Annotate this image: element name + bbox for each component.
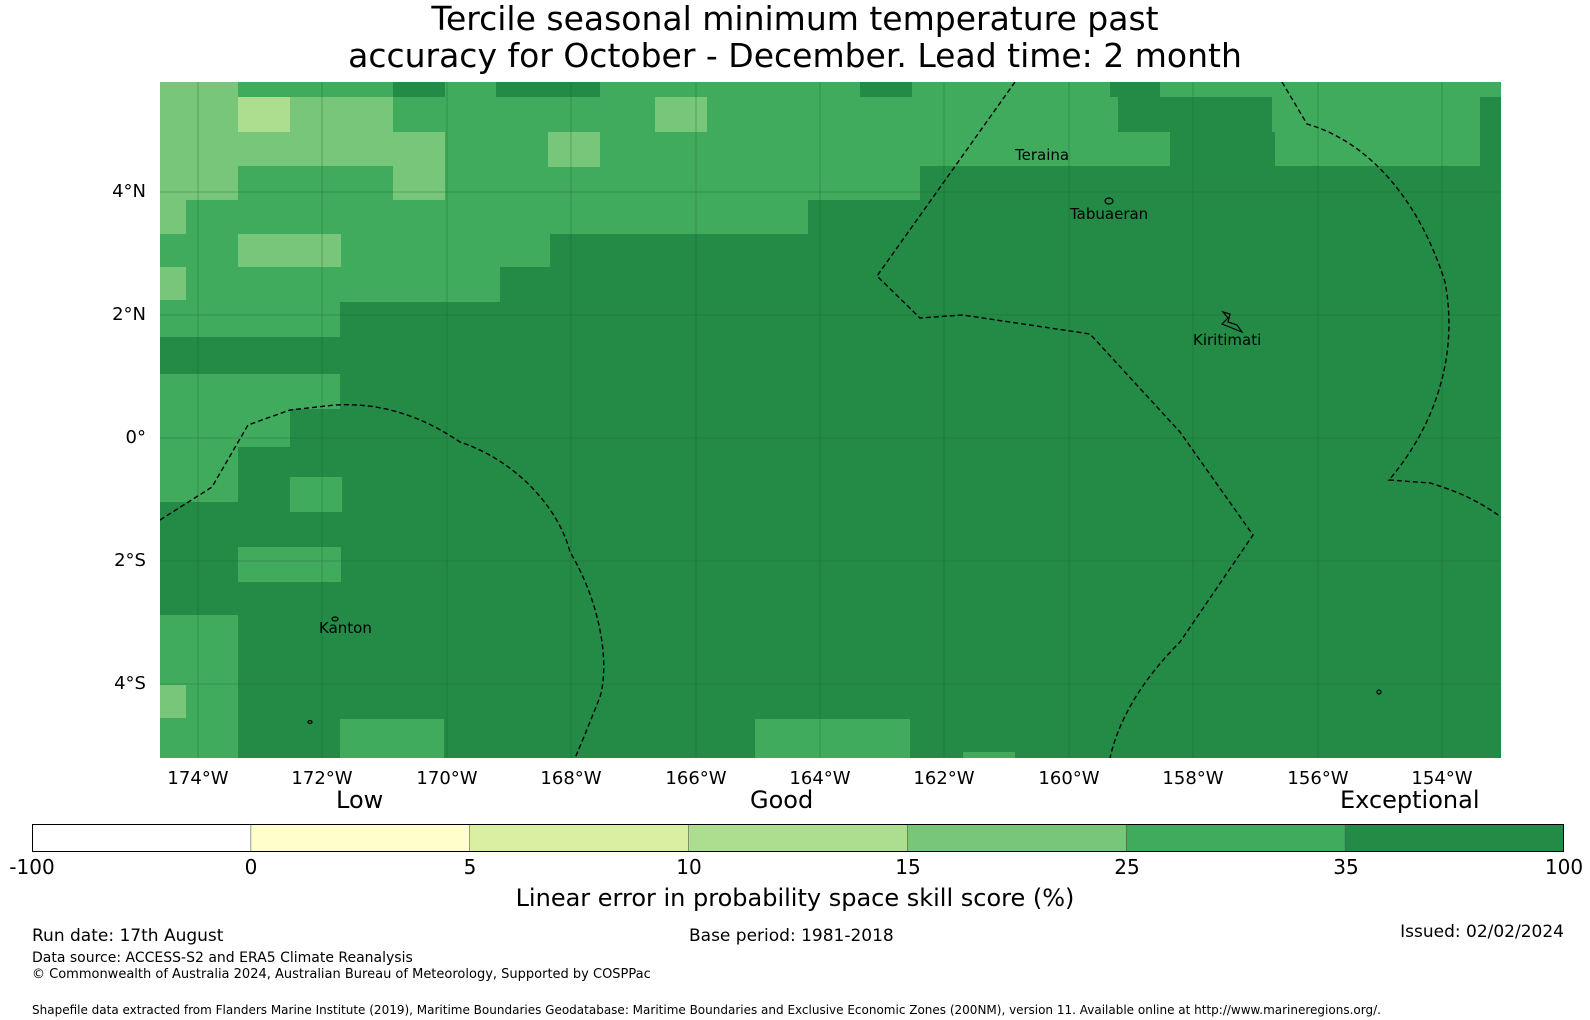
colorbar-tick-100: 100 (1544, 855, 1584, 879)
north-band-region (160, 82, 1501, 337)
patch-6 (963, 752, 1015, 758)
colorbar-segments (32, 824, 1564, 852)
legend-category-low: Low (336, 786, 384, 814)
dark-patch-6 (1220, 97, 1272, 132)
colorbar-tick-0: 0 (244, 855, 258, 879)
light-patch-2 (655, 97, 707, 132)
colorbar-tick-5: 5 (463, 855, 477, 879)
light-patch-5 (160, 685, 186, 718)
patch-1 (290, 477, 342, 512)
colorbar-tick-35: 35 (1333, 855, 1359, 879)
colorbar (32, 824, 1564, 852)
lat-label-0: 0° (125, 427, 146, 448)
tabuaeran-island (1104, 197, 1114, 205)
colorbar-outline (32, 824, 1564, 852)
colorbar-tick-15: 15 (895, 855, 921, 879)
small-island-1 (1376, 689, 1382, 695)
dark-patch-3 (496, 82, 600, 97)
lon-label-158w: 158°W (1162, 768, 1224, 789)
lon-label-166w: 166°W (665, 768, 727, 789)
light-patch-4 (160, 267, 186, 300)
lon-label-162w: 162°W (913, 768, 975, 789)
light-patch-nw (160, 82, 238, 97)
line-islands-eez-boundary-2 (1281, 82, 1501, 518)
kiritimati-island (1220, 310, 1244, 334)
dark-patch-4 (860, 82, 912, 97)
data-source: Data source: ACCESS-S2 and ERA5 Climate … (32, 950, 413, 966)
islands (307, 197, 1382, 725)
colorbar-segment-5 (1125, 824, 1346, 852)
legend-category-good: Good (750, 786, 814, 814)
dark-patch-2 (393, 82, 445, 97)
label-kanton: Kanton (319, 619, 372, 637)
legend-category-exceptional: Exceptional (1340, 786, 1480, 814)
line-islands-eez-boundary-1 (876, 82, 1254, 758)
lon-label-156w: 156°W (1287, 768, 1349, 789)
colorbar-tick-minus100: -100 (9, 855, 55, 879)
label-kiritimati: Kiritimati (1193, 331, 1261, 349)
chart-title-line-2: accuracy for October - December. Lead ti… (348, 36, 1242, 75)
colorbar-segment-1 (250, 824, 471, 852)
eez-boundaries (160, 82, 1501, 758)
lat-label-2n: 2°N (112, 304, 146, 325)
place-labels: Teraina Tabuaeran Kiritimati Kanton (319, 146, 1261, 637)
colorbar-label: Linear error in probability space skill … (515, 884, 1075, 912)
light-patch-1 (548, 132, 600, 167)
label-teraina: Teraina (1014, 146, 1069, 164)
lat-label-4s: 4°S (114, 673, 146, 694)
colorbar-segment-0 (32, 824, 252, 852)
colorbar-segment-3 (688, 824, 909, 852)
chart-title-line-1: Tercile seasonal minimum temperature pas… (431, 0, 1159, 38)
lon-label-164w: 164°W (789, 768, 851, 789)
equator-band-region (160, 409, 290, 502)
kanton-eez-boundary (160, 404, 605, 758)
lon-label-160w: 160°W (1038, 768, 1100, 789)
kanton-island (331, 616, 339, 622)
patch-5 (755, 719, 910, 758)
label-tabuaeran: Tabuaeran (1069, 205, 1148, 223)
light-patch-3 (238, 234, 341, 267)
lat-label-4n: 4°N (112, 181, 146, 202)
lat-label-2s: 2°S (114, 550, 146, 571)
lon-label-174w: 174°W (167, 768, 229, 789)
light-region-nw (160, 97, 445, 234)
colorbar-tick-10: 10 (676, 855, 702, 879)
copyright: © Commonwealth of Australia 2024, Austra… (32, 967, 651, 982)
colorbar-segment-2 (469, 824, 690, 852)
lon-label-170w: 170°W (416, 768, 478, 789)
run-date: Run date: 17th August (32, 926, 224, 946)
dark-patch-7 (1480, 97, 1501, 167)
map-gridlines (160, 82, 1501, 758)
base-period: Base period: 1981-2018 (689, 926, 894, 946)
issued-date: Issued: 02/02/2024 (1400, 922, 1564, 942)
small-island-2 (307, 719, 313, 725)
shapefile-credit: Shapefile data extracted from Flanders M… (32, 1003, 1381, 1017)
patch-4 (340, 719, 444, 758)
skill-band-15-25 (160, 82, 707, 718)
west-band-region (160, 374, 340, 409)
patch-2 (238, 547, 341, 582)
colorbar-segment-6 (1344, 824, 1564, 852)
lon-label-154w: 154°W (1411, 768, 1473, 789)
dark-patch-5 (1118, 97, 1170, 132)
lon-label-168w: 168°W (540, 768, 602, 789)
colorbar-segment-4 (907, 824, 1128, 852)
skill-map: Teraina Tabuaeran Kiritimati Kanton (160, 82, 1501, 758)
lon-label-172w: 172°W (291, 768, 353, 789)
colorbar-tick-25: 25 (1114, 855, 1140, 879)
skill-band-10-15 (238, 97, 290, 132)
